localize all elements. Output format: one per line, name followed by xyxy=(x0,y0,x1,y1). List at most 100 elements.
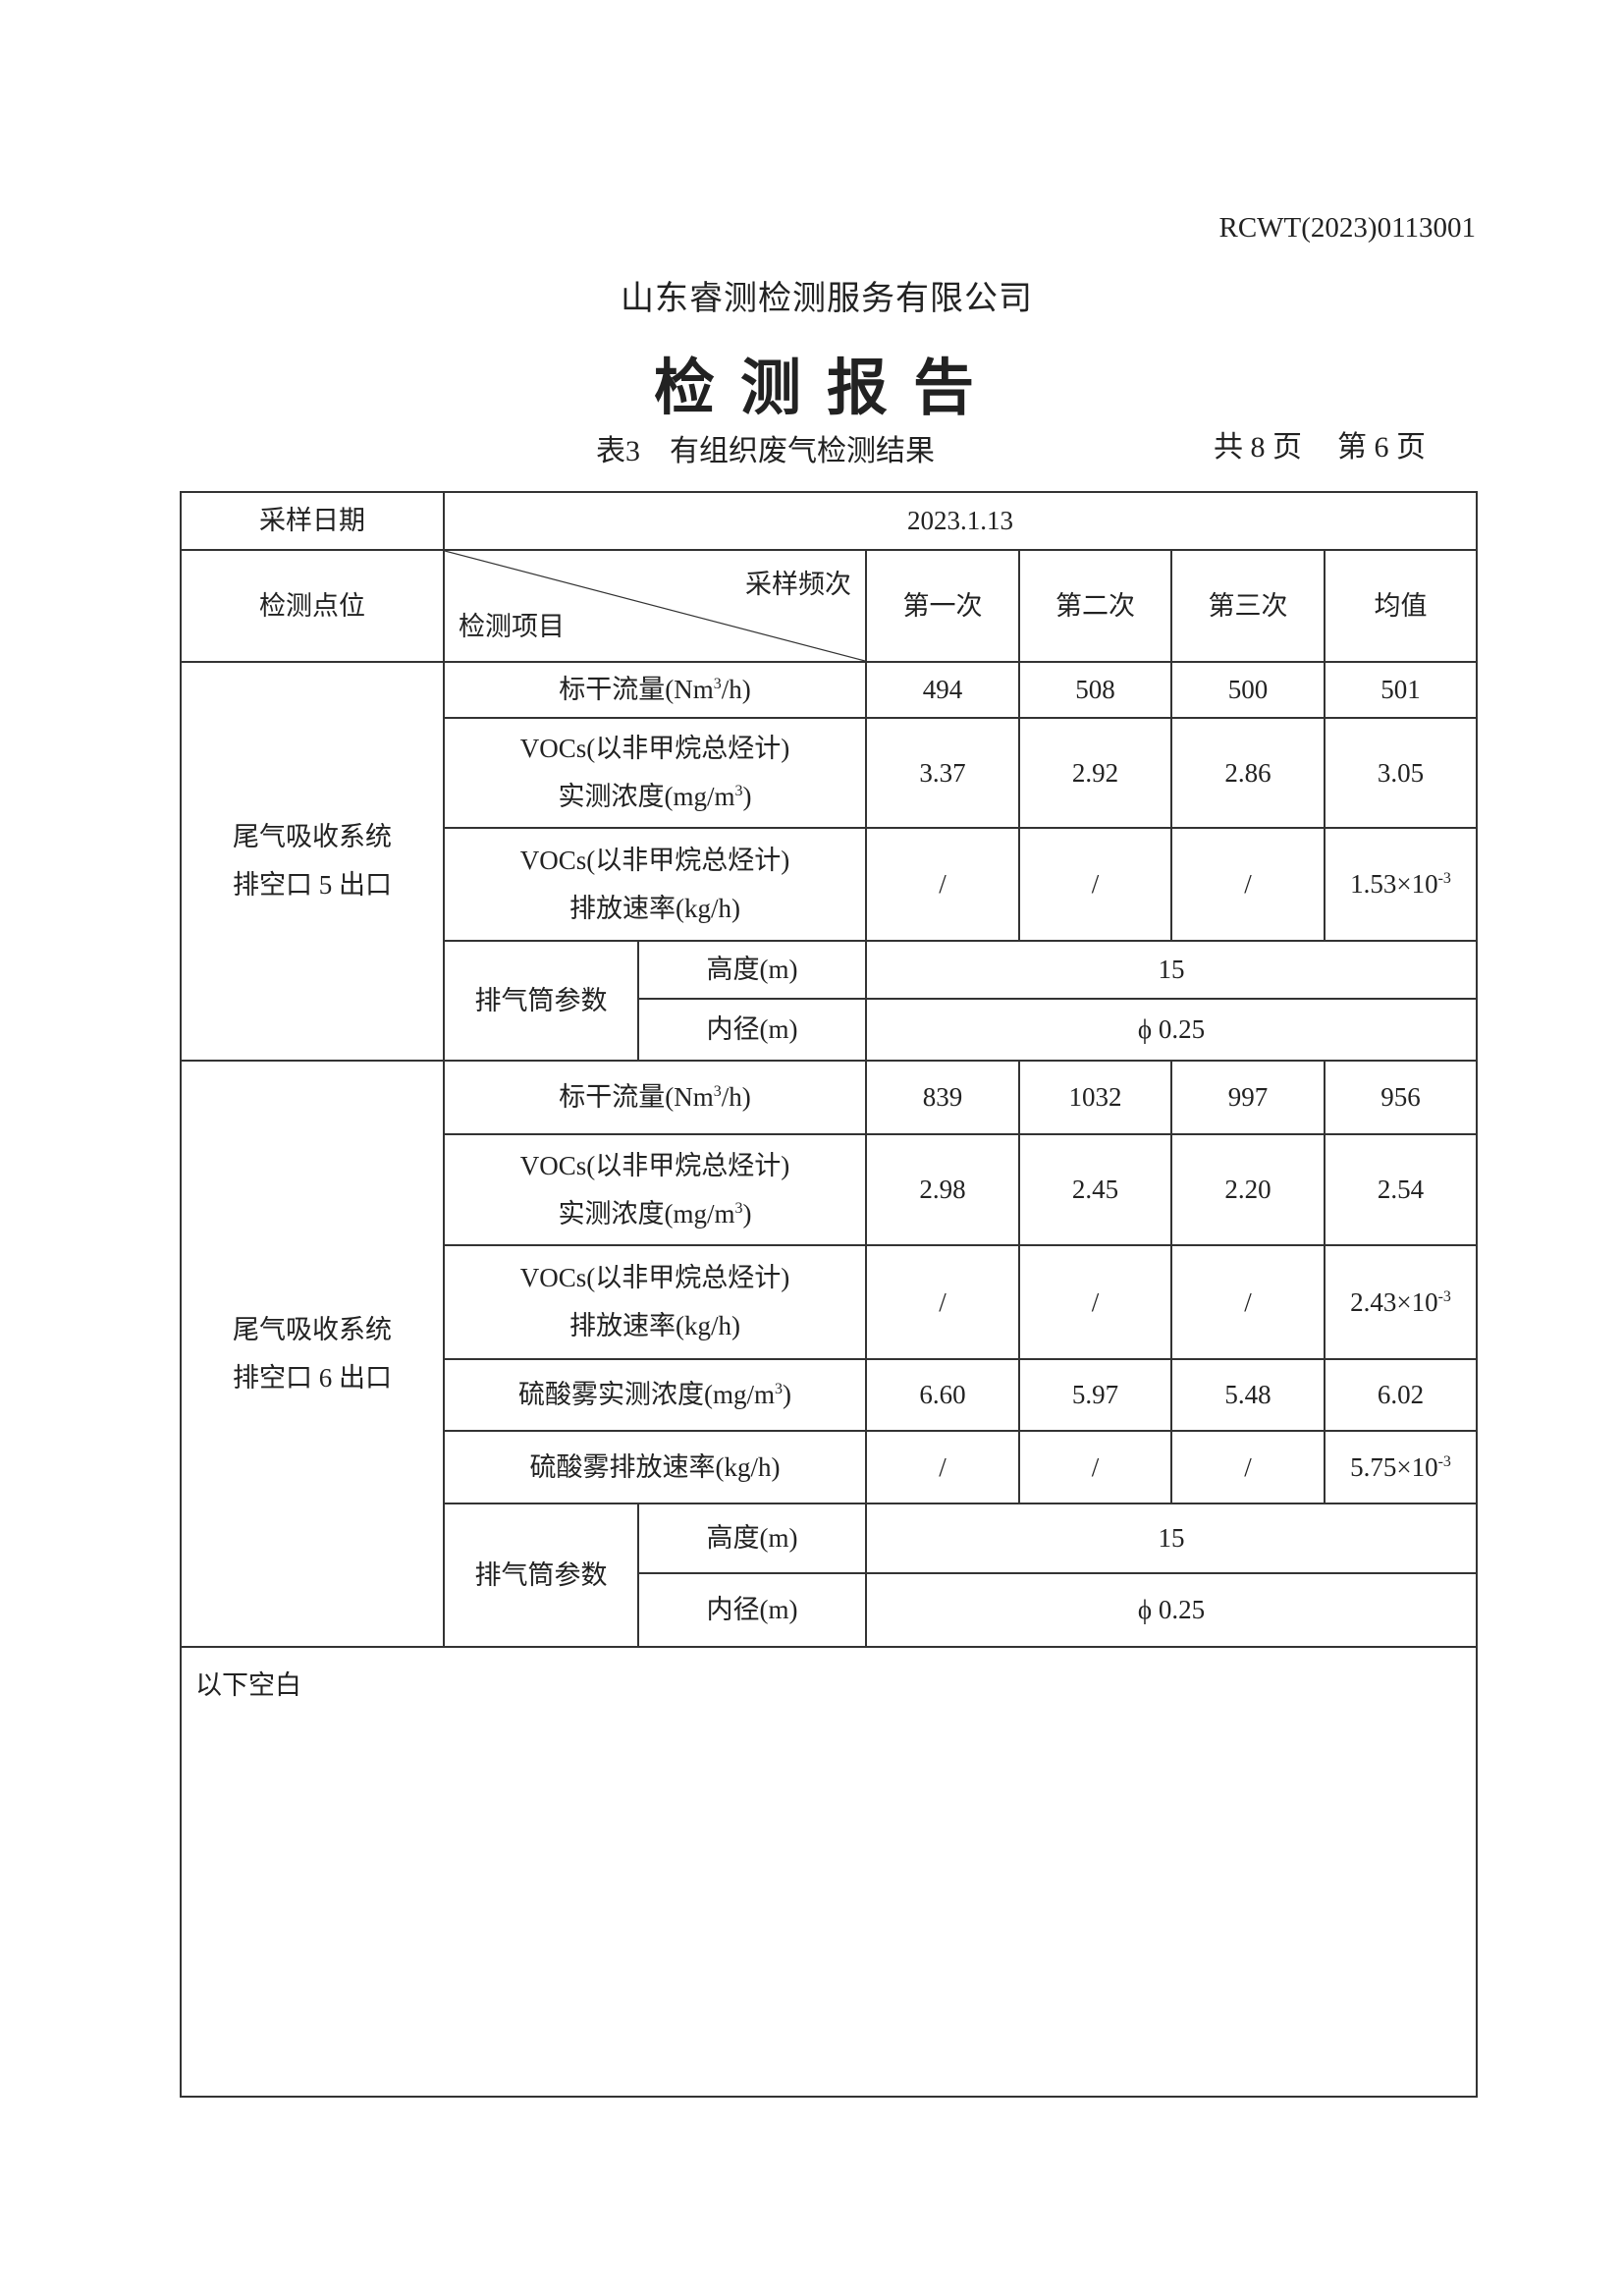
value-text: 2.98 xyxy=(919,1175,966,1205)
value-text: 5.48 xyxy=(1224,1380,1271,1410)
stack-height-row: 排气筒参数 高度(m) 15 xyxy=(181,940,1479,1062)
value-text: 2.54 xyxy=(1377,1175,1425,1205)
value-text: / xyxy=(1091,1286,1100,1317)
document-number: RCWT(2023)0113001 xyxy=(1218,212,1476,244)
exponent: -3 xyxy=(1437,1287,1451,1305)
value-cell: 956 xyxy=(1323,1060,1479,1135)
value-text: 2.92 xyxy=(1071,757,1119,788)
point-line: 排空口 5 出口 xyxy=(233,870,392,900)
item-text: VOCs(以非甲烷总烃计) xyxy=(519,734,790,764)
table-row: VOCs(以非甲烷总烃计) 实测浓度(mg/m3) 2.98 2.45 2.20 2.54 xyxy=(181,1133,1479,1246)
value-cell: 839 xyxy=(865,1060,1020,1135)
stack-diameter-label: 内径(m) xyxy=(637,1572,867,1648)
value-cell: / xyxy=(1018,827,1172,942)
item-cell: VOCs(以非甲烷总烃计) 实测浓度(mg/m3) xyxy=(443,717,867,829)
results-table: 采样日期 2023.1.13 检测点位 采样频次 检测项目 第一次 第二次 第三… xyxy=(179,491,1479,2098)
item-text: VOCs(以非甲烷总烃计) xyxy=(519,1263,790,1293)
value-cell: 5.97 xyxy=(1018,1358,1172,1432)
value-text: / xyxy=(939,869,947,900)
item-text: 实测浓度(mg/m xyxy=(558,1198,735,1229)
stack-label: 排气筒参数 xyxy=(443,940,639,1062)
superscript: 3 xyxy=(734,1199,743,1217)
item-text: /h) xyxy=(721,675,751,705)
value-cell: 3.37 xyxy=(865,717,1020,829)
col-header: 第二次 xyxy=(1018,549,1172,663)
value-cell: / xyxy=(865,827,1020,942)
stack-diameter: ϕ 0.25 xyxy=(864,1572,1479,1648)
item-cell: 标干流量(Nm3/h) xyxy=(443,661,867,719)
table-row: 硫酸雾排放速率(kg/h) / / / 5.75×10-3 xyxy=(181,1430,1479,1504)
stack-height-label: 高度(m) xyxy=(637,940,867,1000)
item-text: 标干流量(Nm xyxy=(559,1082,714,1113)
item-text: ) xyxy=(783,1380,791,1410)
value-cell: / xyxy=(865,1244,1020,1360)
sample-date-label: 采样日期 xyxy=(180,491,445,551)
item-text: VOCs(以非甲烷总烃计) xyxy=(519,845,790,875)
value-text: 2.43×10 xyxy=(1350,1286,1438,1317)
company-name: 山东睿测检测服务有限公司 xyxy=(621,281,1033,317)
superscript: 3 xyxy=(713,1083,722,1101)
exponent: -3 xyxy=(1437,1452,1451,1470)
value-text: 5.75×10 xyxy=(1350,1451,1438,1482)
monitoring-point: 尾气吸收系统 排空口 5 出口 xyxy=(180,661,445,1062)
item-text: 硫酸雾实测浓度(mg/m xyxy=(518,1380,775,1410)
item-text: 标干流量(Nm xyxy=(559,675,714,705)
value-cell: / xyxy=(1170,827,1325,942)
value-text: / xyxy=(1091,869,1100,900)
superscript: 3 xyxy=(775,1381,783,1398)
item-cell: VOCs(以非甲烷总烃计) 实测浓度(mg/m3) xyxy=(443,1133,867,1246)
exponent: -3 xyxy=(1437,870,1451,888)
value-text: 997 xyxy=(1227,1082,1269,1113)
value-cell: 1.53×10-3 xyxy=(1323,827,1479,942)
sample-date: 2023.1.13 xyxy=(442,491,1479,551)
item-text: VOCs(以非甲烷总烃计) xyxy=(519,1150,790,1180)
table-row: VOCs(以非甲烷总烃计) 排放速率(kg/h) / / / 2.43×10-3 xyxy=(181,1244,1479,1360)
report-title: 检测报告 xyxy=(653,355,1000,422)
value-cell: 2.92 xyxy=(1018,717,1172,829)
stack-diameter: ϕ 0.25 xyxy=(864,998,1479,1062)
value-cell: 508 xyxy=(1018,661,1172,719)
item-label: 检测项目 xyxy=(459,612,565,642)
item-text: 排放速率(kg/h) xyxy=(569,893,740,923)
value-text: 3.37 xyxy=(919,757,966,788)
stack-label: 排气筒参数 xyxy=(443,1503,639,1648)
footer-row: 以下空白 xyxy=(179,1646,1479,2098)
col-header: 第三次 xyxy=(1170,549,1325,663)
value-text: / xyxy=(1244,1286,1252,1317)
table-row: VOCs(以非甲烷总烃计) 排放速率(kg/h) / / / 1.53×10-3 xyxy=(181,827,1479,942)
diagonal-line xyxy=(445,551,865,661)
value-text: 1032 xyxy=(1068,1082,1122,1113)
value-text: / xyxy=(939,1286,947,1317)
stack-height: 15 xyxy=(864,1503,1479,1574)
stack-height: 15 xyxy=(864,940,1479,1000)
current-page: 第 6 页 xyxy=(1337,431,1426,464)
value-cell: / xyxy=(1170,1430,1325,1504)
table-row: 尾气吸收系统 排空口 6 出口 标干流量(Nm3/h) 839 1032 997 956 xyxy=(180,1060,1479,1648)
value-text: 2.86 xyxy=(1224,757,1271,788)
table-caption: 表3 有组织废气检测结果 xyxy=(596,435,935,467)
value-text: 2.45 xyxy=(1071,1175,1119,1205)
value-text: 6.02 xyxy=(1377,1380,1425,1410)
stack-diameter-row: 内径(m) ϕ 0.25 xyxy=(181,1572,1479,1648)
value-text: 508 xyxy=(1075,675,1115,705)
superscript: 3 xyxy=(713,676,722,693)
item-cell: 硫酸雾排放速率(kg/h) xyxy=(443,1430,867,1504)
item-text: 实测浓度(mg/m xyxy=(558,782,735,811)
stack-height-row: 排气筒参数 高度(m) 15 xyxy=(181,1503,1479,1648)
value-cell: 1032 xyxy=(1018,1060,1172,1135)
item-text: 硫酸雾排放速率(kg/h) xyxy=(529,1451,781,1482)
value-cell: / xyxy=(1018,1430,1172,1504)
value-cell: 997 xyxy=(1170,1060,1325,1135)
item-cell: 标干流量(Nm3/h) xyxy=(443,1060,867,1135)
value-cell: 2.86 xyxy=(1170,717,1325,829)
col-header: 均值 xyxy=(1323,549,1479,663)
value-text: 494 xyxy=(922,675,963,705)
value-text: 956 xyxy=(1380,1082,1421,1113)
item-cell: VOCs(以非甲烷总烃计) 排放速率(kg/h) xyxy=(443,827,867,942)
superscript: 3 xyxy=(734,783,743,799)
value-cell: 2.43×10-3 xyxy=(1323,1244,1479,1360)
value-cell: 3.05 xyxy=(1323,717,1479,829)
monitoring-point: 尾气吸收系统 排空口 6 出口 xyxy=(180,1060,445,1648)
value-text: / xyxy=(939,1451,947,1482)
freq-label: 采样频次 xyxy=(745,570,851,599)
